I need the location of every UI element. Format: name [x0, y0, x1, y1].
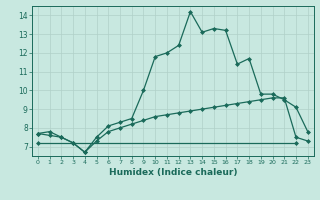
- X-axis label: Humidex (Indice chaleur): Humidex (Indice chaleur): [108, 168, 237, 177]
